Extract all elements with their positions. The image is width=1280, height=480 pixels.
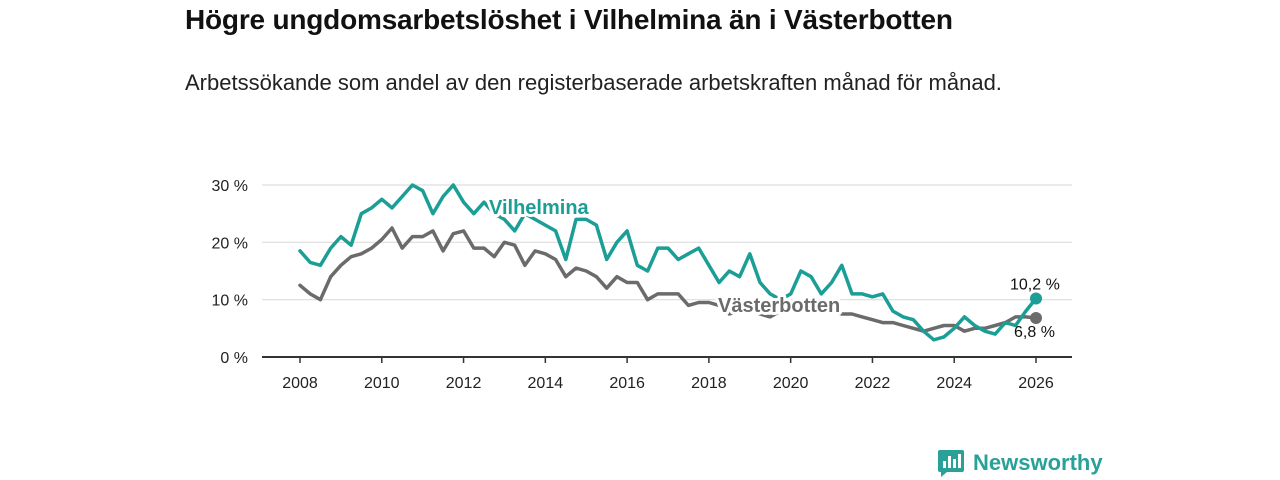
x-tick-label: 2010 [364, 375, 400, 392]
y-tick-label: 20 % [212, 235, 248, 252]
series-line-vasterbotten [298, 226, 1038, 333]
x-tick-label: 2026 [1018, 375, 1054, 392]
newsworthy-logo-icon [938, 450, 964, 477]
chart-title: Högre ungdomsarbetslöshet i Vilhelmina ä… [185, 4, 953, 35]
y-tick-label: 10 % [212, 293, 248, 310]
series-label-vilhelmina: Vilhelmina [489, 197, 590, 219]
chart-subtitle: Arbetssökande som andel av den registerb… [185, 70, 1002, 95]
series-line-vilhelmina [298, 183, 1038, 342]
x-tick-label: 2014 [528, 375, 564, 392]
x-tick-label: 2022 [855, 375, 891, 392]
brand-logo[interactable]: Newsworthy [937, 448, 1103, 478]
end-point-vilhelmina [1030, 292, 1042, 305]
y-tick-label: 0 % [220, 350, 248, 367]
x-tick-label: 2018 [691, 375, 727, 392]
end-point-vasterbotten [1030, 312, 1042, 325]
x-tick-label: 2020 [773, 375, 809, 392]
series-label-vasterbotten: Västerbotten [718, 295, 840, 317]
brand-name: Newsworthy [973, 450, 1103, 475]
x-tick-label: 2016 [609, 375, 645, 392]
y-tick-label: 30 % [212, 178, 248, 195]
end-label-vasterbotten: 6,8 % [1014, 324, 1055, 341]
x-tick-label: 2012 [446, 375, 482, 392]
end-label-vilhelmina: 10,2 % [1010, 277, 1060, 294]
x-tick-label: 2024 [936, 375, 972, 392]
x-tick-label: 2008 [282, 375, 318, 392]
